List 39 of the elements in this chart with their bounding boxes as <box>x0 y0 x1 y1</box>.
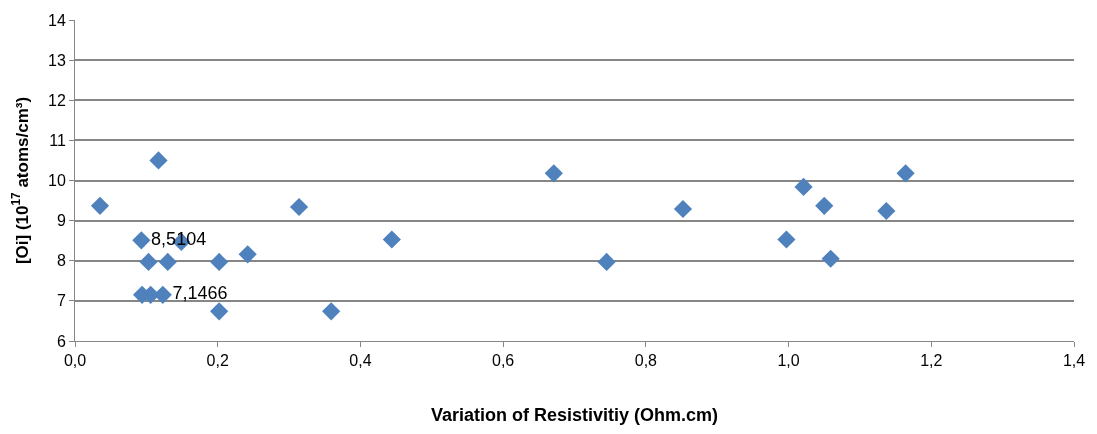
point <box>238 245 257 264</box>
y-tick-label: 9 <box>56 212 66 230</box>
point <box>149 151 168 170</box>
point <box>794 177 813 197</box>
x-tick-label: 0,6 <box>492 352 515 370</box>
point <box>382 230 401 249</box>
point <box>210 252 229 272</box>
point <box>673 199 693 219</box>
y-tick-label: 12 <box>48 91 66 109</box>
x-tick-label: 0,2 <box>206 352 229 370</box>
x-tick-label: 1,0 <box>777 352 800 370</box>
point <box>877 201 896 221</box>
point <box>815 196 834 215</box>
point <box>210 302 229 321</box>
y-tick-label: 6 <box>56 332 66 350</box>
point <box>132 231 151 250</box>
x-tick-label: 1,4 <box>1062 352 1086 370</box>
y-tick-label: 14 <box>48 11 66 29</box>
x-axis-title: Variation of Resistivitiy (Ohm.cm) <box>430 405 719 426</box>
y-tick-label: 10 <box>48 172 66 190</box>
point <box>821 249 840 268</box>
y-tick-label: 7 <box>56 292 66 310</box>
point <box>158 252 177 272</box>
point <box>322 302 341 321</box>
point <box>289 197 309 217</box>
x-tick-label: 0,4 <box>349 352 372 370</box>
x-tick-label: 0,0 <box>63 352 87 370</box>
point <box>896 164 915 183</box>
x-tick-label: 1,2 <box>920 352 943 370</box>
x-tick-label: 0,8 <box>634 352 658 370</box>
point <box>544 164 563 183</box>
point <box>777 230 796 249</box>
point <box>90 196 110 215</box>
point <box>139 252 158 272</box>
y-tick-label: 13 <box>48 51 66 69</box>
y-tick-label: 8 <box>56 252 66 270</box>
point <box>597 252 616 272</box>
y-tick-label: 11 <box>49 131 66 149</box>
data-label: 7,1466 <box>172 283 228 304</box>
